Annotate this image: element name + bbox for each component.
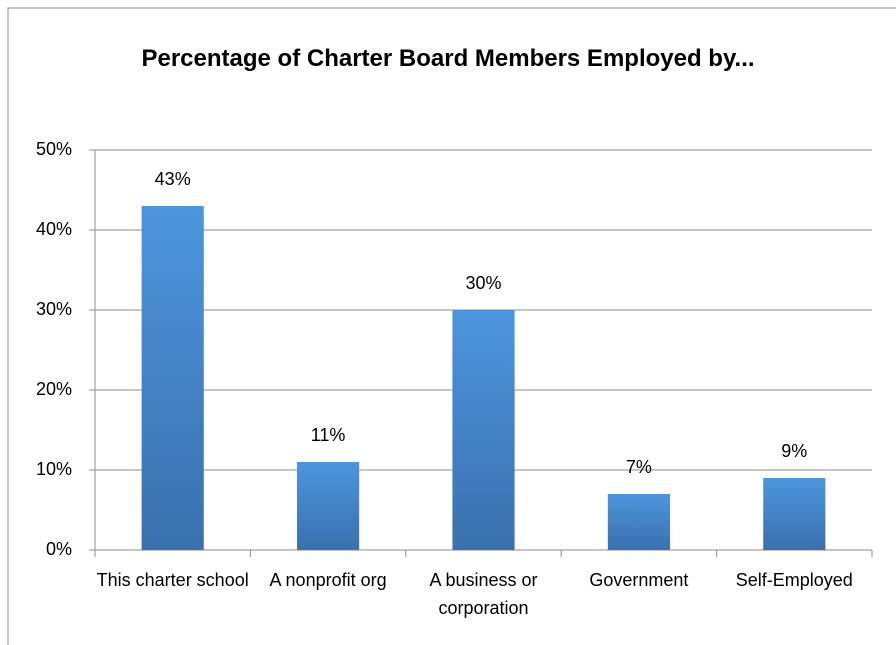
data-label: 7% <box>626 457 652 477</box>
bar <box>141 206 204 550</box>
y-tick-label: 20% <box>36 379 72 399</box>
data-label: 30% <box>465 273 501 293</box>
y-tick-label: 10% <box>36 459 72 479</box>
data-label: 43% <box>155 169 191 189</box>
bar <box>607 494 670 550</box>
bar <box>763 478 826 550</box>
data-label: 9% <box>781 441 807 461</box>
y-tick-label: 40% <box>36 219 72 239</box>
bar <box>452 310 515 550</box>
y-tick-label: 30% <box>36 299 72 319</box>
bar <box>297 462 360 550</box>
x-tick-label: Government <box>589 570 689 590</box>
data-label: 11% <box>311 425 346 445</box>
x-tick-label: This charter school <box>96 570 249 590</box>
chart-border <box>7 7 896 645</box>
x-tick-label: Self-Employed <box>735 570 853 590</box>
x-tick-label: A nonprofit org <box>269 570 387 590</box>
chart-title: Percentage of Charter Board Members Empl… <box>141 45 755 72</box>
y-tick-label: 50% <box>36 139 72 159</box>
x-tick-label: A business or corporation <box>429 570 538 618</box>
y-tick-label: 0% <box>46 539 72 559</box>
